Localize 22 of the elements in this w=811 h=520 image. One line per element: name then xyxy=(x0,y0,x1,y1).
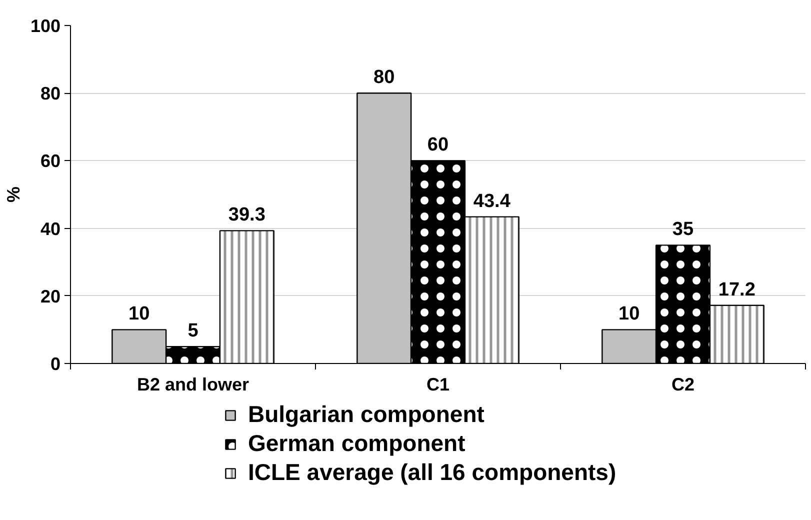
legend-label: Bulgarian component xyxy=(248,401,484,428)
y-axis-title: % xyxy=(3,186,24,202)
y-tick-label: 0 xyxy=(50,354,61,374)
x-tick-label: C1 xyxy=(426,374,450,394)
data-label: 39.3 xyxy=(228,204,266,226)
data-label: 43.4 xyxy=(473,190,511,212)
data-label: 5 xyxy=(188,320,199,342)
y-tick-label: 60 xyxy=(40,151,61,172)
y-tick-label: 80 xyxy=(40,84,61,104)
x-tick-label: C2 xyxy=(671,374,695,394)
y-tick-label: 100 xyxy=(30,16,61,36)
data-label: 80 xyxy=(374,67,395,88)
data-label: 10 xyxy=(128,304,150,325)
x-tick-label: B2 and lower xyxy=(136,374,250,394)
legend-label: German component xyxy=(248,430,466,457)
y-tick-label: 40 xyxy=(40,218,61,239)
y-tick-label: 20 xyxy=(40,286,61,306)
legend-label: ICLE average (all 16 components) xyxy=(248,459,616,486)
data-label: 17.2 xyxy=(718,279,756,300)
data-label: 10 xyxy=(618,304,640,325)
data-label: 35 xyxy=(672,219,694,240)
data-label: 60 xyxy=(427,134,449,156)
